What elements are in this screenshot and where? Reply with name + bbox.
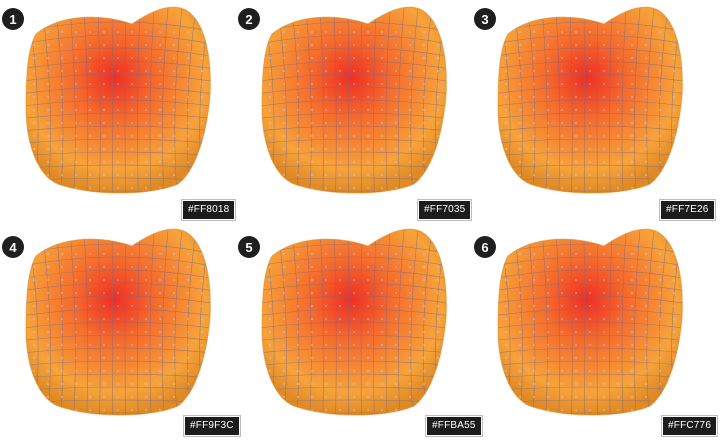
color-code-label: #FF9F3C (184, 416, 240, 436)
mesh-grid (498, 229, 683, 415)
panel-2: 2 #FF7035 (236, 0, 474, 220)
panel-6: 6 #FFC776 (472, 222, 718, 440)
color-code-label: #FF8018 (182, 200, 236, 220)
color-code-label: #FFC776 (662, 416, 718, 436)
mesh-grid (262, 229, 447, 415)
color-code-label: #FF7035 (418, 200, 472, 220)
step-number-badge: 4 (2, 236, 24, 258)
step-number-badge: 2 (238, 8, 260, 30)
panel-3: 3 #FF7E26 (472, 0, 715, 220)
gradient-mesh-shape (261, 228, 447, 416)
gradient-mesh-shape (25, 6, 211, 194)
step-number-badge: 6 (474, 236, 496, 258)
step-number-badge: 5 (238, 236, 260, 258)
gradient-mesh-shape (261, 6, 447, 194)
panel-5: 5 #FFBA55 (236, 222, 482, 440)
color-code-label: #FFBA55 (426, 416, 482, 436)
step-number-badge: 3 (474, 8, 496, 30)
gradient-mesh-shape (25, 228, 211, 416)
panel-4: 4 #FF9F3C (0, 222, 240, 440)
gradient-mesh-shape (497, 6, 683, 194)
step-number-badge: 1 (2, 8, 24, 30)
color-code-label: #FF7E26 (660, 200, 715, 220)
gradient-mesh-shape (497, 228, 683, 416)
panel-1: 1 #FF8018 (0, 0, 238, 220)
